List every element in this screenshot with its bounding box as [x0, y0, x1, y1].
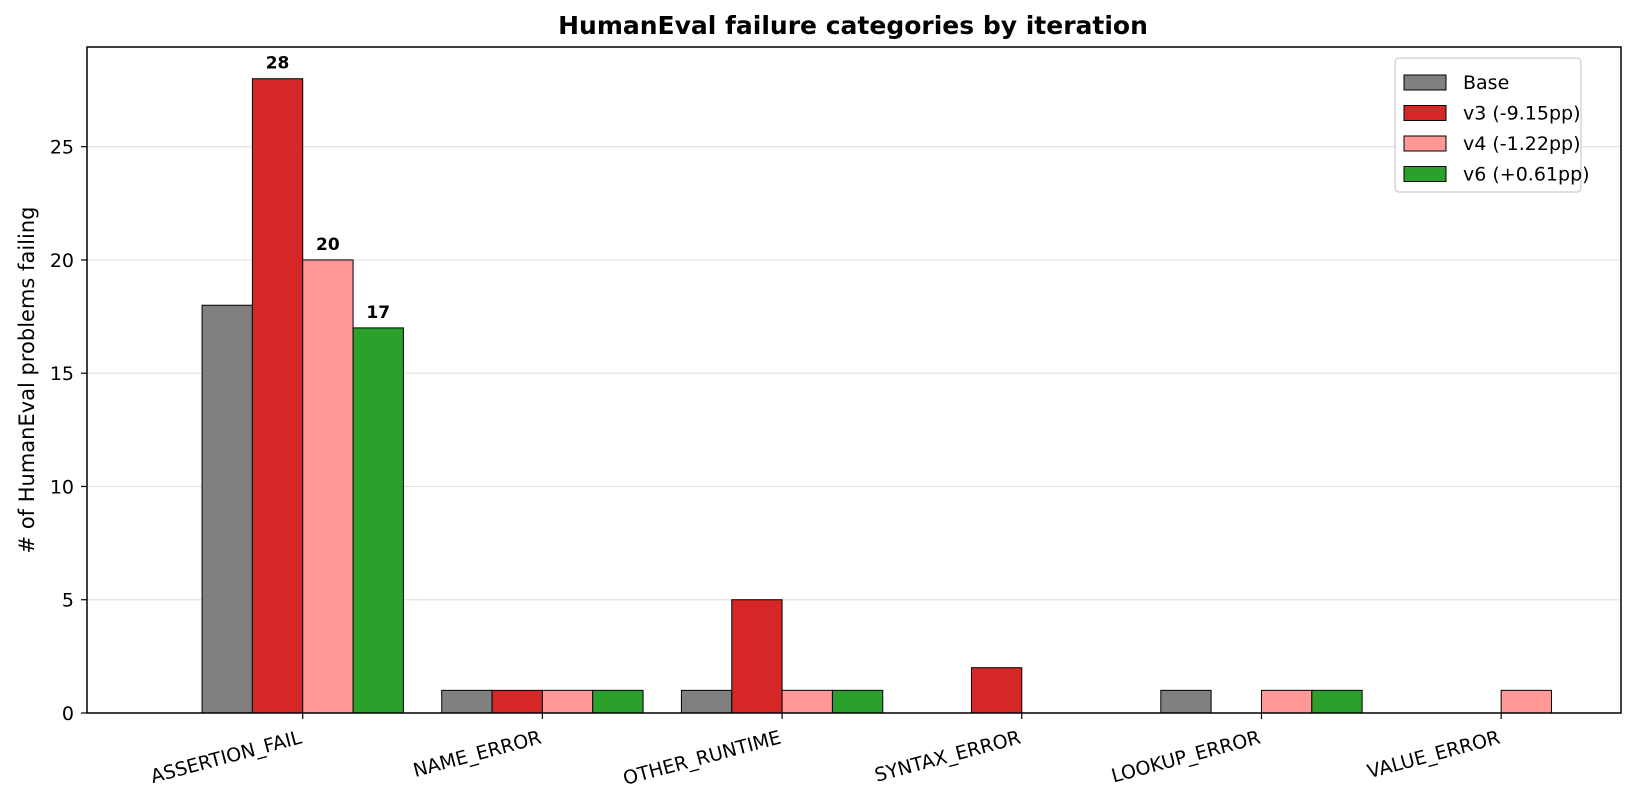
y-tick-label: 5 — [62, 590, 74, 612]
legend-swatch — [1403, 74, 1447, 91]
x-tick-label: NAME_ERROR — [411, 727, 544, 782]
y-tick-label: 25 — [50, 137, 74, 159]
y-tick-label: 20 — [50, 250, 74, 272]
bar — [352, 327, 404, 714]
y-tick-label: 10 — [50, 476, 74, 498]
bar — [491, 689, 543, 714]
bar — [251, 78, 304, 714]
x-tick-label: LOOKUP_ERROR — [1109, 727, 1263, 788]
bar — [1160, 689, 1212, 714]
bar — [592, 689, 644, 714]
x-tick-label: VALUE_ERROR — [1365, 727, 1502, 784]
plot-frame — [86, 46, 1622, 714]
legend-label: Base — [1463, 72, 1509, 94]
legend-swatch — [1403, 105, 1447, 121]
legend-swatch — [1403, 166, 1447, 182]
x-tick-label: OTHER_RUNTIME — [621, 727, 784, 790]
bar — [970, 667, 1023, 714]
legend-label: v3 (-9.15pp) — [1463, 103, 1580, 125]
bar — [1500, 689, 1552, 714]
legend-box — [1394, 57, 1582, 193]
bar — [441, 689, 493, 714]
bar — [831, 689, 884, 714]
bar — [731, 599, 783, 714]
bar — [781, 689, 833, 714]
y-axis-label: # of HumanEval problems failing — [15, 207, 39, 554]
chart-title: HumanEval failure categories by iteratio… — [558, 11, 1148, 40]
data-label: 20 — [316, 235, 340, 255]
data-label: 17 — [366, 303, 390, 323]
data-label: 28 — [266, 54, 290, 74]
x-tick-label: ASSERTION_FAIL — [148, 726, 304, 788]
bar — [302, 259, 354, 714]
bar — [1260, 689, 1313, 714]
y-tick-label: 0 — [62, 703, 74, 725]
x-tick-label: SYNTAX_ERROR — [872, 727, 1023, 787]
bar — [541, 689, 594, 714]
legend-label: v6 (+0.61pp) — [1463, 164, 1590, 186]
bar — [680, 689, 733, 714]
y-tick-label: 15 — [50, 363, 74, 385]
bar — [201, 304, 253, 714]
data-labels: 28 20 17 — [266, 54, 390, 323]
bar — [1311, 689, 1363, 714]
legend-swatch — [1403, 135, 1447, 152]
legend: Base v3 (-9.15pp) v4 (-1.22pp) v6 (+0.61pp) — [1394, 57, 1590, 193]
legend-label: v4 (-1.22pp) — [1463, 133, 1580, 155]
bars — [201, 78, 1552, 714]
